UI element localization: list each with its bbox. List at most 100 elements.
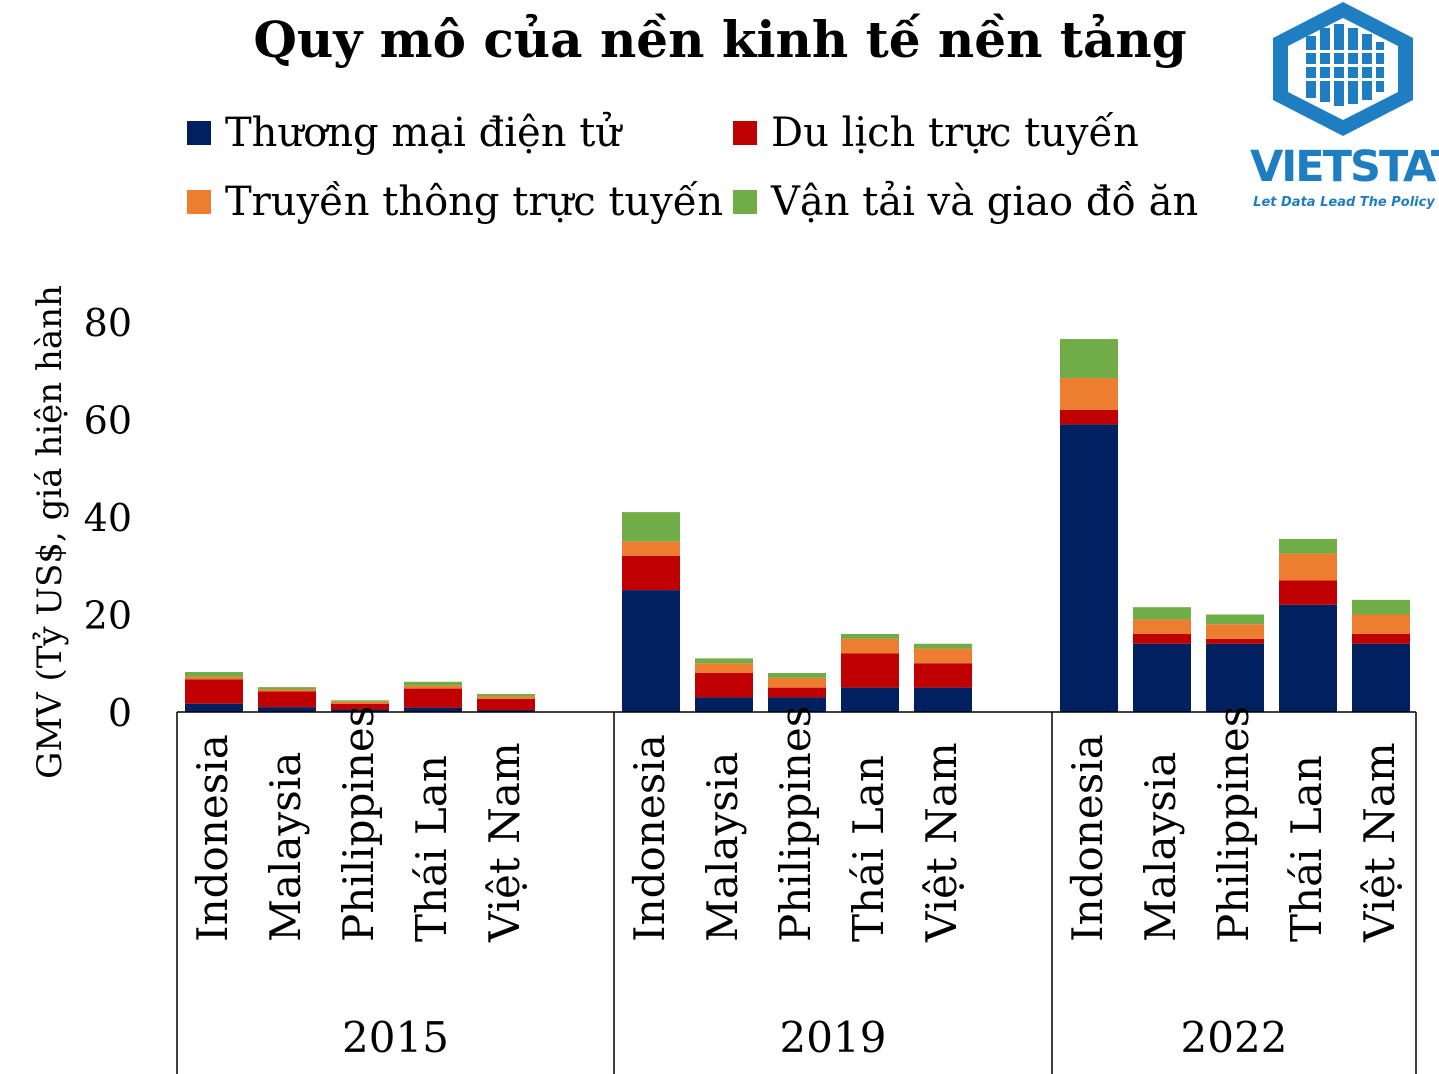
bar-segment xyxy=(841,638,899,654)
bar-segment xyxy=(841,687,899,712)
x-group-label: 2019 xyxy=(780,1013,887,1062)
bar-segment xyxy=(1060,409,1118,425)
bar-segment xyxy=(622,541,680,556)
legend-label-transport: Vận tải và giao đồ ăn xyxy=(771,179,1199,225)
bar-segment xyxy=(1133,607,1191,620)
bar-segment xyxy=(477,696,535,699)
vietstats-logo-icon xyxy=(1273,2,1413,136)
bar-segment xyxy=(768,697,826,712)
legend-item-transport: Vận tải và giao đồ ăn xyxy=(733,177,1198,227)
legend-swatch-media xyxy=(187,190,211,214)
x-category-label: Việt Nam xyxy=(1355,742,1404,943)
x-category-label: Indonesia xyxy=(188,734,237,942)
bar-segment xyxy=(695,658,753,664)
bar-segment xyxy=(1206,614,1264,625)
bar-segment xyxy=(404,688,462,708)
logo-tagline: Let Data Lead The Policy xyxy=(1253,195,1435,210)
legend-item-ecommerce: Thương mại điện tử xyxy=(187,108,621,158)
x-category-label: Việt Nam xyxy=(480,742,529,943)
bar-segment xyxy=(1352,643,1410,712)
bar-segment xyxy=(1206,638,1264,644)
x-category-label: Malaysia xyxy=(698,752,747,942)
bar-segment xyxy=(331,701,389,704)
bar-segment xyxy=(1279,604,1337,712)
bar-segment xyxy=(185,679,243,704)
bar-segment xyxy=(1206,624,1264,639)
x-category-label: Malaysia xyxy=(1136,752,1185,942)
bar-segment xyxy=(1133,619,1191,634)
bar-segment xyxy=(404,685,462,689)
x-category-label: Việt Nam xyxy=(917,742,966,943)
bar-segment xyxy=(1352,634,1410,644)
bar-segment xyxy=(258,687,316,690)
bar-segment xyxy=(914,687,972,712)
bar-segment xyxy=(1133,643,1191,712)
y-tick-label: 60 xyxy=(84,399,132,443)
bar-segment xyxy=(331,709,389,712)
bar-segment xyxy=(477,710,535,712)
legend-label-media: Truyền thông trực tuyến xyxy=(225,179,724,225)
x-category-label: Indonesia xyxy=(625,734,674,942)
bar-segment xyxy=(622,512,680,542)
bar-segment xyxy=(695,673,753,698)
bar-segment xyxy=(258,689,316,692)
bar-segment xyxy=(768,677,826,688)
bar-segment xyxy=(768,687,826,698)
bar-segment xyxy=(404,707,462,712)
bar-segment xyxy=(404,681,462,686)
x-category-label: Thái Lan xyxy=(1282,755,1331,942)
legend-swatch-ecommerce xyxy=(187,121,211,145)
legend-item-media: Truyền thông trực tuyến xyxy=(187,177,723,227)
bar-segment xyxy=(1279,580,1337,605)
x-category-label: Thái Lan xyxy=(407,755,456,942)
bar-segment xyxy=(1279,553,1337,581)
bar-segment xyxy=(477,698,535,711)
bar-segment xyxy=(914,663,972,688)
bar-segment xyxy=(1060,424,1118,712)
x-category-label: Malaysia xyxy=(261,752,310,942)
logo-wordmark: VIETSTATS xyxy=(1250,142,1439,192)
bar-segment xyxy=(1206,643,1264,712)
bar-segment xyxy=(914,648,972,664)
bar-segment xyxy=(258,707,316,712)
legend-label-ecommerce: Thương mại điện tử xyxy=(225,110,622,156)
y-tick-label: 80 xyxy=(84,301,132,345)
x-category-label: Philippines xyxy=(334,706,383,942)
bar-segment xyxy=(1352,614,1410,634)
bar-segment xyxy=(1060,378,1118,410)
bar-segment xyxy=(185,703,243,712)
bar-segment xyxy=(841,634,899,639)
x-category-label: Philippines xyxy=(1209,706,1258,942)
bar-segment xyxy=(185,676,243,680)
bar-segment xyxy=(1352,599,1410,615)
x-category-label: Philippines xyxy=(771,706,820,942)
legend-swatch-travel xyxy=(733,121,757,145)
bar-segment xyxy=(622,590,680,712)
bar-segment xyxy=(185,672,243,677)
bar-segment xyxy=(1133,634,1191,644)
x-group-label: 2015 xyxy=(342,1013,449,1062)
legend-label-travel: Du lịch trực tuyến xyxy=(771,110,1139,156)
legend-swatch-transport xyxy=(733,190,757,214)
bar-segment xyxy=(914,643,972,649)
bar-segment xyxy=(1279,538,1337,554)
bar-segment xyxy=(1060,339,1118,379)
x-category-label: Indonesia xyxy=(1063,734,1112,942)
y-tick-label: 0 xyxy=(108,691,132,735)
bar-segment xyxy=(768,673,826,678)
bar-segment xyxy=(477,693,535,697)
bar-segment xyxy=(695,663,753,673)
bar-segment xyxy=(841,653,899,688)
bar-segment xyxy=(695,697,753,712)
bar-segment xyxy=(622,556,680,591)
chart-title: Quy mô của nền kinh tế nền tảng xyxy=(253,10,1187,69)
x-category-label: Thái Lan xyxy=(844,755,893,942)
bar-segment xyxy=(331,703,389,710)
y-tick-label: 40 xyxy=(84,496,132,540)
bar-segment xyxy=(258,691,316,708)
bar-segment xyxy=(331,700,389,702)
legend-item-travel: Du lịch trực tuyến xyxy=(733,108,1139,158)
x-group-label: 2022 xyxy=(1181,1013,1288,1062)
y-tick-label: 20 xyxy=(84,594,132,638)
